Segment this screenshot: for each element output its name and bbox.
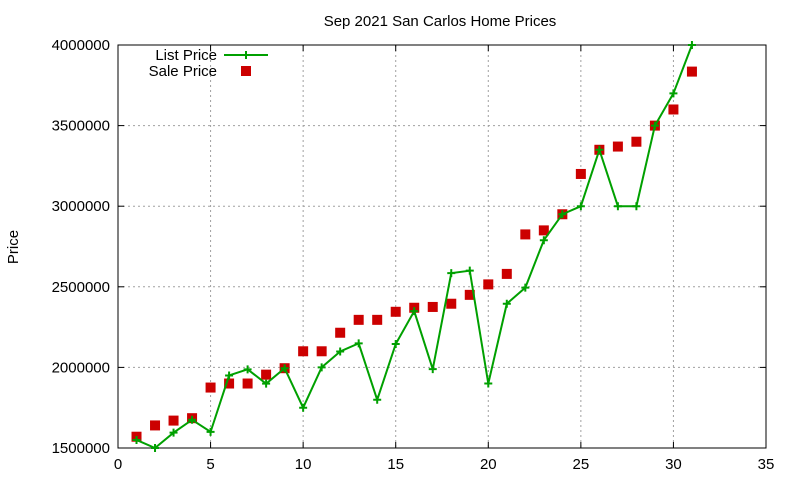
list-price-point <box>576 202 585 211</box>
x-tick-label: 25 <box>573 456 590 473</box>
list-price-point <box>299 403 308 412</box>
list-price-point <box>373 395 382 404</box>
sale-price-point <box>446 298 457 309</box>
sale-price-point <box>686 66 697 77</box>
series-layer <box>131 41 697 452</box>
list-price-point <box>132 435 141 444</box>
legend-marker-sale-price <box>241 66 251 76</box>
list-price-point <box>484 379 493 388</box>
sale-price-point <box>168 415 179 426</box>
sale-price-point <box>390 306 401 317</box>
list-price-point <box>558 210 567 219</box>
chart-title: Sep 2021 San Carlos Home Prices <box>324 13 557 30</box>
list-price-point <box>502 299 511 308</box>
sale-price-point <box>316 346 327 357</box>
y-tick-label: 2000000 <box>52 359 110 376</box>
list-price-point <box>206 427 215 436</box>
legend-label-list-price: List Price <box>155 47 217 64</box>
sale-price-point <box>335 327 346 338</box>
list-price-point <box>243 365 252 374</box>
y-tick-label: 3000000 <box>52 198 110 215</box>
axis-ticks: 0 5 10 15 20 25 30 35 1500000 2000000 2500000 30000… <box>52 37 775 473</box>
list-price-point <box>262 379 271 388</box>
list-price-point <box>465 266 474 275</box>
list-price-point <box>188 415 197 424</box>
sale-price-point <box>205 382 216 393</box>
sale-price-point <box>575 168 586 179</box>
y-tick-label: 3500000 <box>52 118 110 135</box>
x-tick-label: 15 <box>387 456 404 473</box>
list-price-point <box>317 363 326 372</box>
sale-price-point <box>464 289 475 300</box>
sale-price-point <box>150 420 161 431</box>
list-price-point <box>428 365 437 374</box>
legend-marker-list-price <box>242 51 250 59</box>
legend-label-sale-price: Sale Price <box>149 63 217 80</box>
list-price-point <box>410 307 419 316</box>
sale-price-point <box>538 225 549 236</box>
list-price-point <box>687 41 696 49</box>
sale-price-point <box>668 104 679 115</box>
sale-price-point <box>483 279 494 290</box>
y-axis-label: Price <box>5 230 22 264</box>
list-price-point <box>354 339 363 348</box>
sale-price-point <box>427 301 438 312</box>
list-price-point <box>595 145 604 154</box>
list-price-point <box>225 371 234 380</box>
x-tick-label: 10 <box>295 456 312 473</box>
list-price-point <box>632 202 641 211</box>
list-price-point <box>613 202 622 211</box>
y-tick-label: 4000000 <box>52 37 110 54</box>
list-price-point <box>169 428 178 437</box>
list-price-point <box>669 89 678 98</box>
list-price-point <box>280 364 289 373</box>
sale-price-point <box>612 141 623 152</box>
sale-price-point <box>298 346 309 357</box>
y-tick-label: 2500000 <box>52 279 110 296</box>
sale-price-point <box>520 229 531 240</box>
x-tick-label: 5 <box>206 456 214 473</box>
x-tick-label: 20 <box>480 456 497 473</box>
sale-price-point <box>224 378 235 389</box>
sale-price-point <box>501 268 512 279</box>
list-price-point <box>521 283 530 292</box>
sale-price-point <box>631 136 642 147</box>
y-tick-label: 1500000 <box>52 440 110 457</box>
sale-price-point <box>353 314 364 325</box>
sale-price-point <box>261 369 272 380</box>
x-tick-label: 30 <box>665 456 682 473</box>
x-tick-label: 35 <box>758 456 775 473</box>
list-price-point <box>151 444 160 452</box>
list-price-point <box>391 340 400 349</box>
sale-price-point <box>372 314 383 325</box>
x-tick-label: 0 <box>114 456 122 473</box>
legend: List Price Sale Price <box>149 47 268 80</box>
plot-border <box>117 44 767 449</box>
sale-price-point <box>242 378 253 389</box>
list-price-point <box>650 121 659 130</box>
list-price-point <box>447 269 456 278</box>
list-price-point <box>336 347 345 356</box>
list-price-line <box>136 44 693 450</box>
list-price-point <box>539 236 548 245</box>
